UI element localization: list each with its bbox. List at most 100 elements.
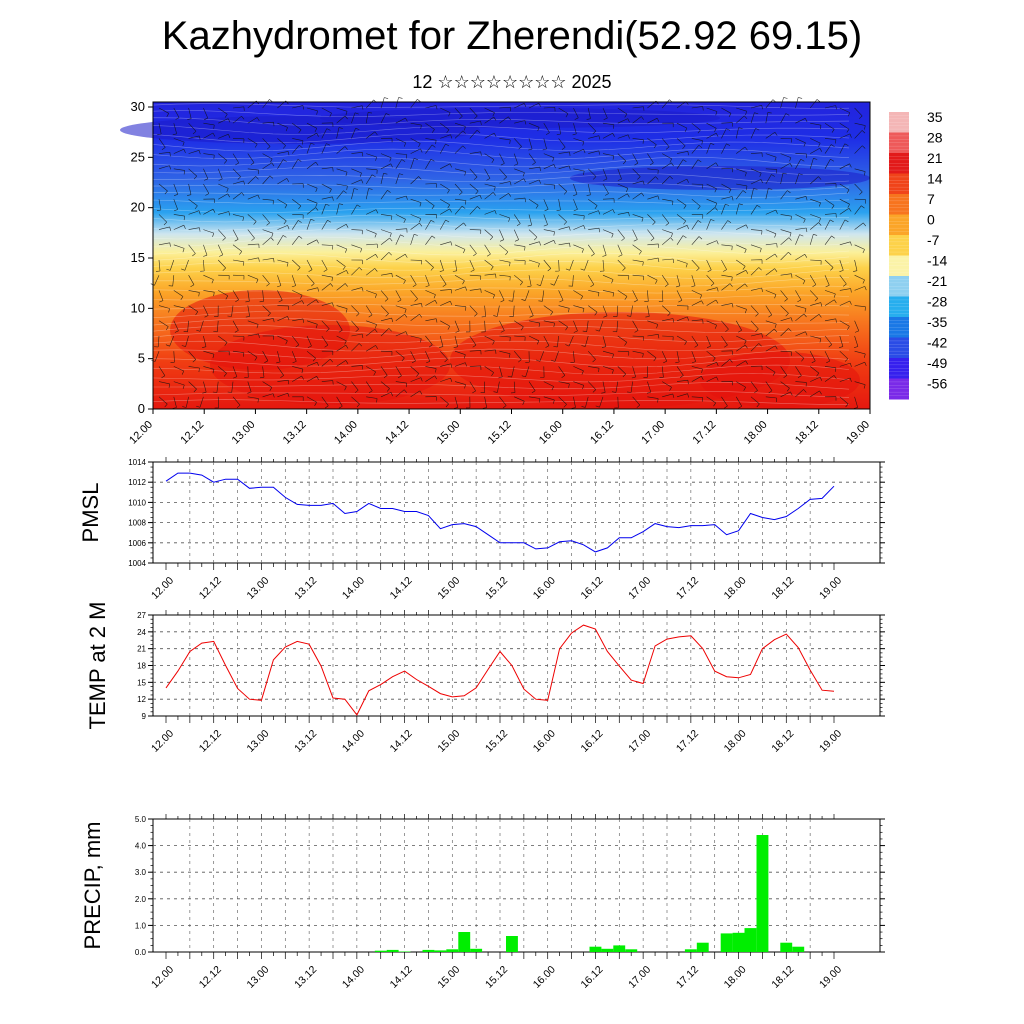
wind-barb	[602, 305, 608, 318]
wind-barb	[514, 178, 526, 185]
precip-bar	[792, 946, 805, 952]
wind-barb	[632, 396, 641, 408]
wind-barb	[824, 375, 837, 382]
contour-line	[152, 244, 850, 256]
wind-barb	[514, 197, 526, 203]
wind-barb	[586, 107, 591, 120]
wind-barb	[351, 381, 359, 393]
wind-barb	[824, 158, 835, 169]
wind-barb	[735, 115, 748, 124]
x-tick-label: 12.00	[149, 964, 176, 991]
wind-barb	[854, 130, 866, 139]
wind-barb	[602, 209, 615, 215]
wind-barb	[425, 299, 438, 306]
x-tick-label: 15.00	[435, 964, 462, 991]
wind-barb	[380, 173, 388, 185]
wind-barb	[662, 198, 674, 206]
wind-barb	[232, 350, 245, 357]
colorbar-label: -7	[927, 232, 940, 248]
wind-barb	[750, 204, 761, 215]
wind-barb	[440, 122, 450, 134]
wind-barb	[214, 396, 219, 409]
precip-bar	[422, 949, 435, 952]
x-tick-label: 13.12	[292, 728, 319, 755]
wind-barb	[469, 168, 478, 180]
wind-barb	[158, 242, 171, 247]
wind-barb	[810, 198, 821, 207]
wind-barb	[292, 375, 304, 382]
wind-barb	[380, 97, 389, 109]
contour-line	[152, 228, 850, 240]
wind-barb	[706, 183, 717, 193]
wind-barb	[336, 270, 349, 276]
wind-barb	[750, 105, 763, 110]
x-tick-label: 12.00	[127, 419, 155, 447]
wind-barb	[321, 335, 329, 348]
wind-barb	[780, 366, 788, 378]
x-tick-label: 12.12	[197, 575, 224, 602]
x-tick-label: 15.12	[483, 575, 510, 602]
wind-barb	[499, 181, 512, 186]
wind-barb	[292, 300, 305, 306]
wind-barb	[425, 366, 437, 373]
wind-barb	[853, 259, 858, 272]
wind-barb	[647, 195, 660, 200]
y-tick-label: 1008	[128, 519, 146, 528]
wind-barb	[595, 320, 604, 332]
wind-barb	[556, 123, 561, 136]
wind-barb	[262, 138, 271, 150]
wind-barb	[425, 159, 435, 169]
wind-barb	[854, 361, 867, 367]
wind-barb	[602, 290, 615, 297]
wind-barb	[543, 183, 555, 190]
wind-barb	[306, 320, 318, 329]
wind-barb	[321, 167, 334, 172]
wind-barb	[218, 193, 230, 200]
contour-line	[152, 332, 850, 344]
y-tick-label: 5	[138, 351, 145, 366]
contour-line	[152, 381, 850, 390]
wind-barb	[277, 366, 284, 378]
y-tick-label: 10	[131, 300, 145, 315]
wind-barb	[538, 290, 545, 302]
wind-barb	[780, 214, 792, 221]
precip-bar	[398, 951, 411, 952]
wind-barb	[439, 143, 450, 154]
wind-barb	[780, 328, 792, 337]
x-tick-label: 18.12	[793, 419, 821, 447]
wind-barb	[647, 274, 658, 284]
wind-barb	[158, 183, 168, 195]
wind-barb	[395, 234, 405, 245]
wind-barb	[262, 175, 274, 185]
wind-barb	[721, 335, 728, 348]
wind-barb	[351, 105, 364, 110]
wind-barb	[514, 244, 526, 251]
wind-barb	[172, 123, 177, 136]
wind-barb	[277, 225, 290, 230]
wind-barb	[736, 360, 748, 367]
wind-barb	[336, 146, 348, 154]
precip-bar	[720, 933, 733, 952]
wind-barb	[465, 320, 471, 333]
wind-barb	[676, 225, 689, 230]
wind-barb	[484, 366, 494, 376]
wind-barb	[632, 180, 645, 185]
wind-barb	[780, 273, 793, 278]
wind-barb	[661, 351, 668, 364]
wind-barb	[484, 116, 497, 124]
wind-barb	[586, 183, 591, 196]
wind-barb	[780, 290, 788, 302]
wind-barb	[595, 396, 604, 408]
wind-barb	[617, 366, 626, 378]
wind-barb	[158, 152, 171, 157]
wind-barb	[425, 105, 438, 110]
wind-barb	[706, 361, 719, 367]
wind-barb	[454, 222, 467, 230]
wind-barb	[632, 259, 644, 266]
wind-barb	[632, 290, 638, 303]
wind-barb	[306, 299, 319, 306]
wind-barb	[573, 381, 585, 390]
colorbar-label: 0	[927, 212, 935, 228]
wind-barb	[573, 168, 585, 175]
colorbar-label: -21	[927, 273, 947, 289]
